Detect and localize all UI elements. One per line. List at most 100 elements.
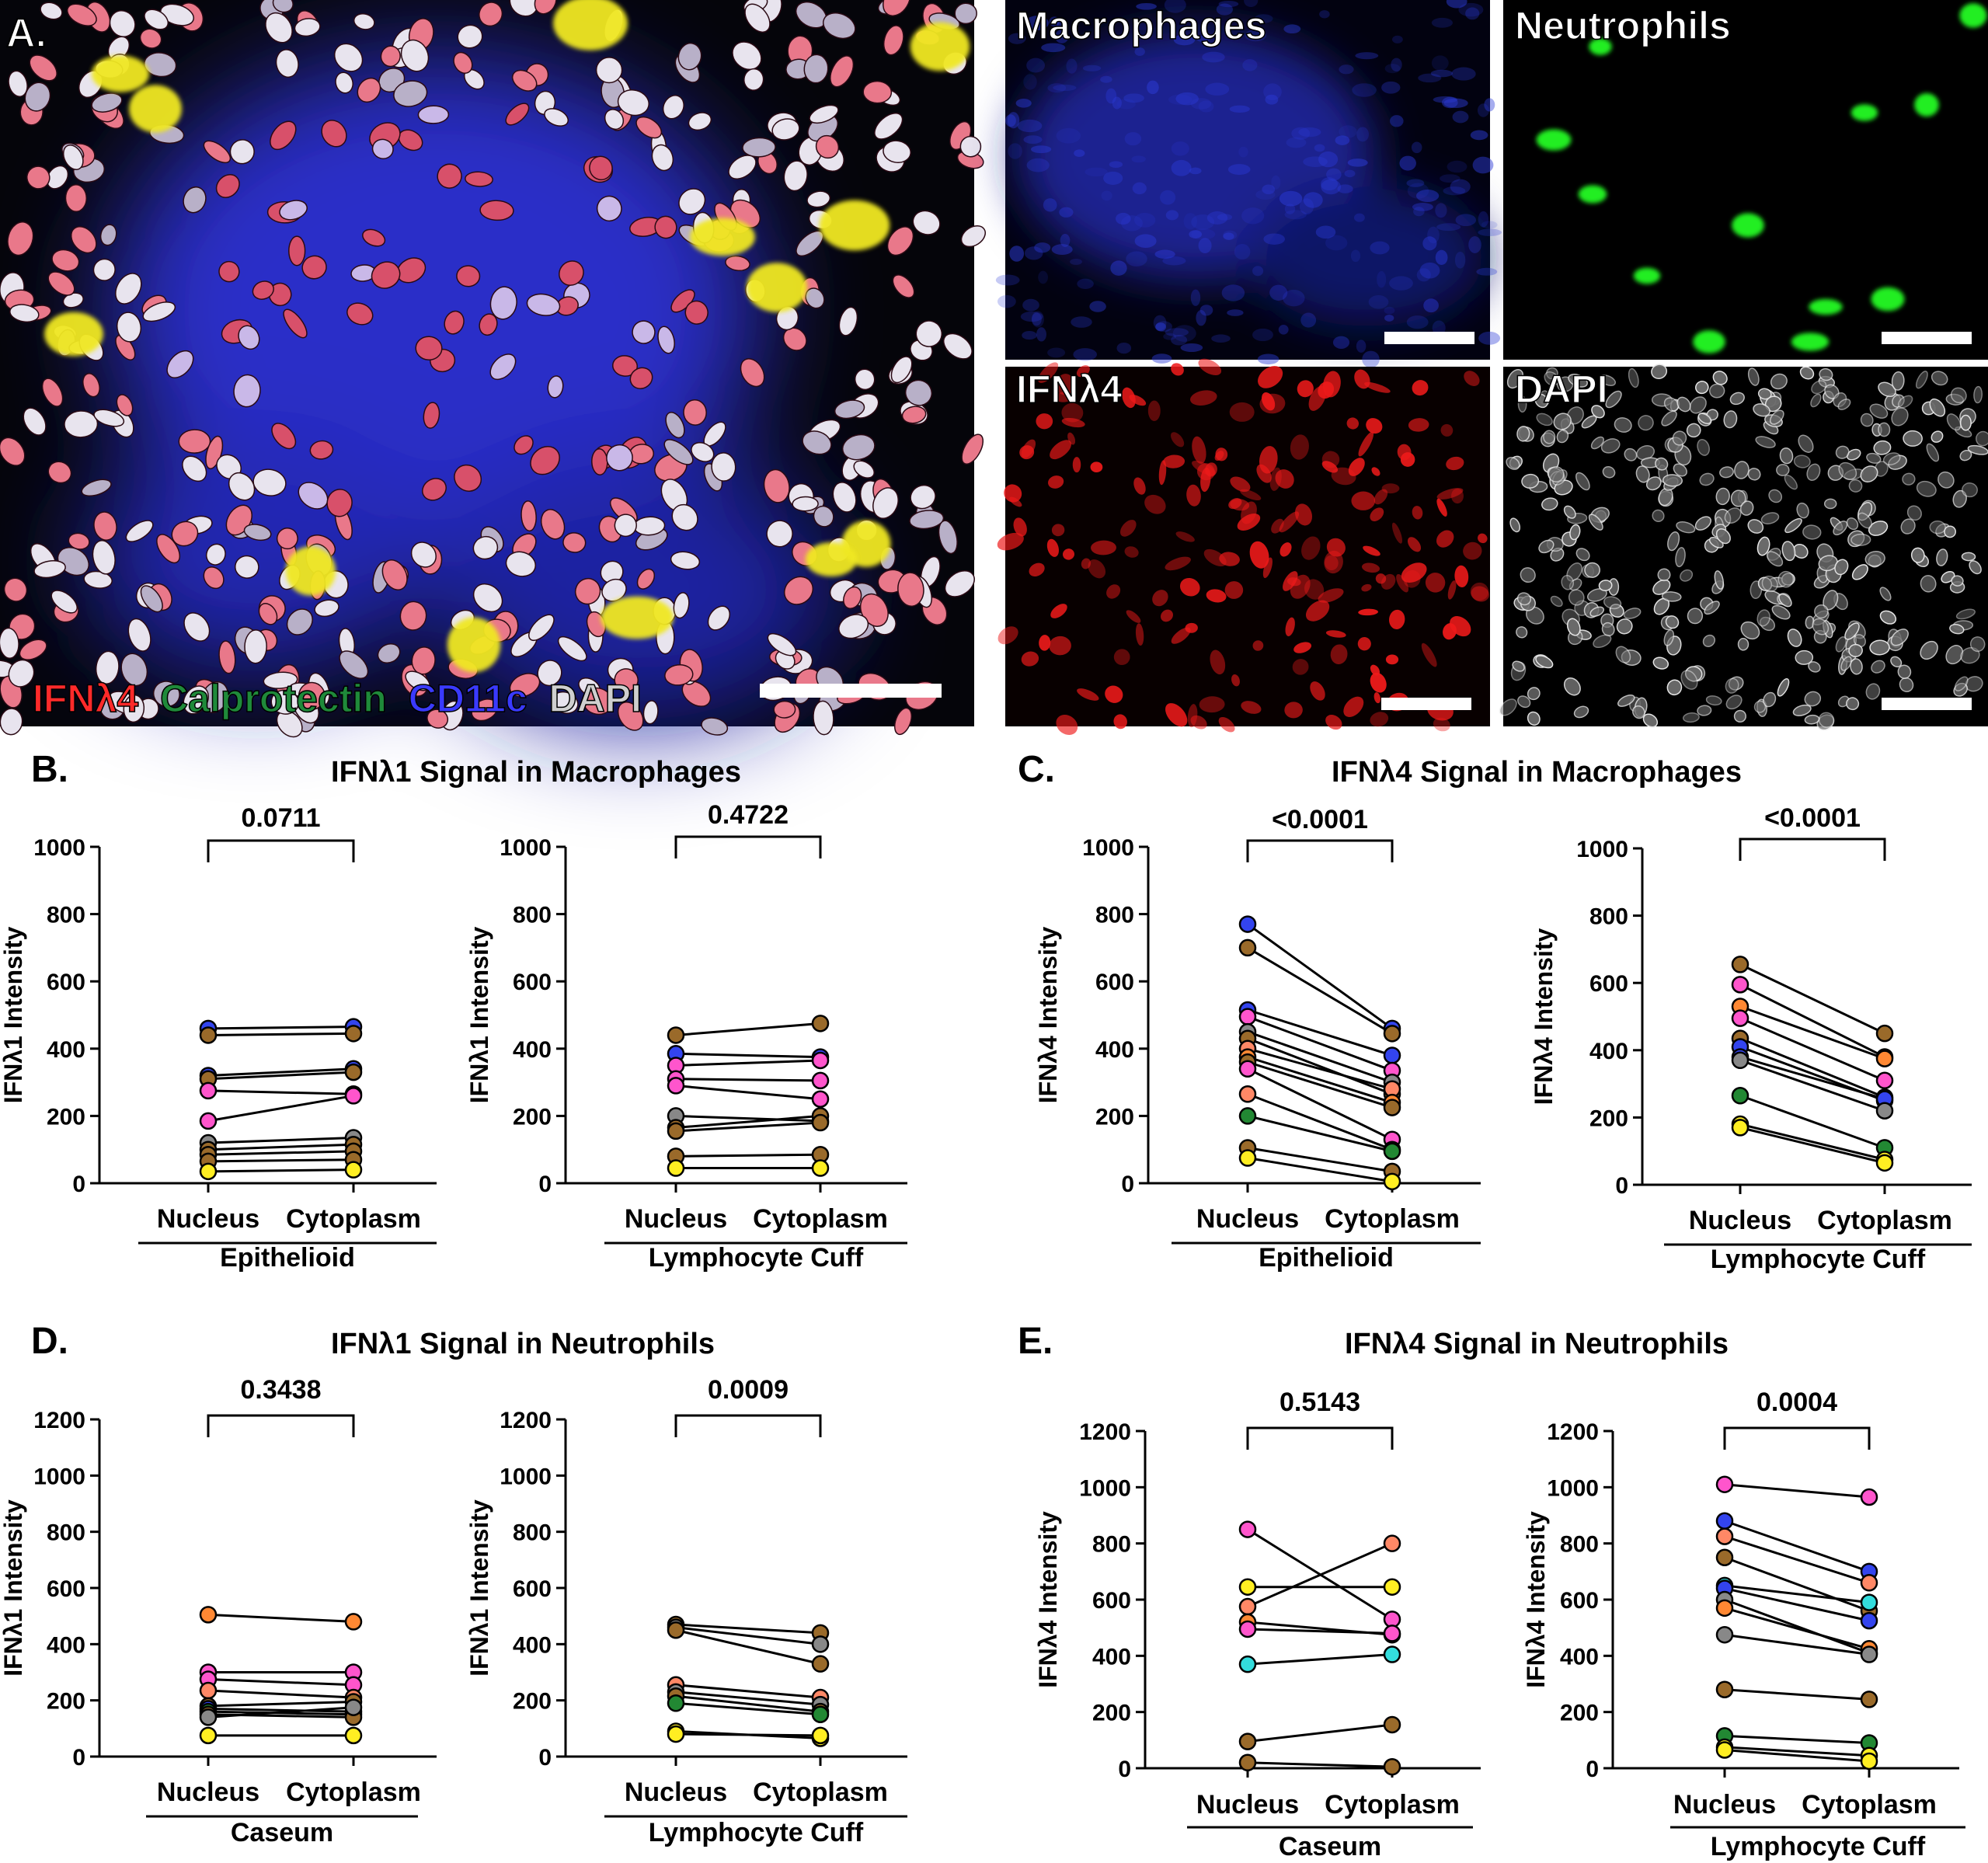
nucleus-blob <box>701 717 729 736</box>
nucleus-blob <box>270 689 300 715</box>
dapi-nucleus <box>1969 560 1982 575</box>
pair-points <box>199 1018 363 1181</box>
macrophage-signal <box>1350 249 1361 263</box>
y-axis-label: IFNλ4 Intensity <box>1034 1511 1062 1688</box>
significance-bracket <box>1246 1426 1394 1450</box>
dapi-nucleus <box>1563 505 1576 519</box>
macrophage-signal <box>1303 192 1323 208</box>
macrophage-signal <box>1436 223 1461 232</box>
dapi-nucleus <box>1536 413 1553 427</box>
dapi-nucleus <box>1777 570 1795 588</box>
nucleus-blob <box>182 455 207 482</box>
macrophage-signal <box>1384 306 1395 315</box>
ifnl4-signal <box>1171 627 1191 644</box>
nucleus-blob <box>691 441 715 462</box>
macrophage-signal <box>1263 83 1282 100</box>
pair-line <box>207 1150 354 1156</box>
ifnl4-signal <box>1262 557 1273 579</box>
point-cytoplasm <box>1383 1578 1401 1596</box>
dapi-nucleus <box>1661 591 1682 602</box>
dapi-nucleus <box>1936 548 1948 566</box>
dapi-nucleus <box>1878 422 1891 437</box>
nucleus-blob <box>534 0 557 15</box>
pair-line <box>207 1158 354 1163</box>
macrophage-signal <box>1190 289 1201 306</box>
macrophage-signal <box>1245 29 1267 42</box>
ifnl4-signal <box>1230 499 1250 511</box>
macrophage-signal <box>1416 268 1431 282</box>
channel-label-ifnl4: IFNλ4 <box>1016 367 1122 411</box>
dapi-nucleus <box>1605 390 1622 409</box>
region-label: Epithelioid <box>220 1243 355 1273</box>
ifnl4-signal <box>1205 462 1217 477</box>
ifnl4-signal <box>1407 537 1422 552</box>
p-value: <0.0001 <box>1272 805 1368 834</box>
chart-e-caseum: 0 200 400 600 800 1000 1200 IFNλ4 Intensity Nucl… <box>1034 1388 1481 1861</box>
dapi-nucleus <box>1804 691 1822 707</box>
macrophage-signal <box>1154 249 1175 259</box>
pair-line <box>1247 1030 1393 1084</box>
y-tick-label: 400 <box>1560 1644 1599 1670</box>
ifnl4-signal <box>1348 458 1365 476</box>
y-tick-label: 0 <box>538 1172 552 1197</box>
macrophage-signal <box>1263 233 1286 245</box>
point-cytoplasm <box>811 1726 830 1745</box>
y-tick-label: 400 <box>1095 1037 1134 1063</box>
channel-label-macrophages: Macrophages <box>1016 4 1266 47</box>
dapi-nucleus <box>1509 517 1521 533</box>
dapi-nucleus <box>1811 380 1827 395</box>
nucleus-blob <box>596 195 622 222</box>
macrophage-signal <box>1352 83 1377 97</box>
dapi-nucleus <box>1818 555 1838 572</box>
ifnl4-signal <box>1436 488 1464 500</box>
macrophage-signal <box>1257 353 1279 365</box>
region-label: Lymphocyte Cuff <box>1711 1245 1926 1274</box>
pair-points <box>667 1015 830 1177</box>
nucleus-blob <box>678 188 706 215</box>
macrophage-signal <box>1218 0 1239 8</box>
significance-bracket <box>1739 837 1886 861</box>
dapi-nucleus <box>1568 589 1585 606</box>
nucleus-blob <box>91 92 123 113</box>
y-tick-label: 600 <box>1092 1588 1131 1614</box>
nucleus-blob <box>832 482 857 513</box>
legend-dapi: DAPI <box>548 677 641 720</box>
ifnl4-signal <box>1050 440 1072 460</box>
y-axis-label: IFNλ4 Intensity <box>1530 928 1558 1105</box>
dapi-nucleus <box>1920 640 1938 660</box>
nucleus-blob <box>912 210 941 235</box>
macrophage-signal <box>1110 260 1127 276</box>
point-cytoplasm <box>811 1159 830 1177</box>
ifnl4-signal <box>1421 642 1437 667</box>
ifnl4-signal <box>1433 717 1450 732</box>
macrophage-signal <box>1391 57 1402 72</box>
dapi-nucleus <box>1616 618 1633 635</box>
y-tick-label: 0 <box>1118 1757 1131 1782</box>
y-tick-label: 200 <box>513 1689 552 1715</box>
ifnl4-signal <box>1203 548 1227 566</box>
macrophage-signal <box>1190 98 1212 110</box>
pair-line <box>675 1732 821 1737</box>
ifnl4-signal <box>1286 577 1301 587</box>
nucleus-blob <box>743 68 764 91</box>
dapi-nucleus <box>1920 575 1937 593</box>
nucleus-blob <box>802 430 832 455</box>
nucleus-blob <box>892 274 915 298</box>
dapi-nucleus <box>1833 521 1848 536</box>
panel-e-title: IFNλ4 Signal in Neutrophils <box>1345 1328 1729 1360</box>
macrophage-signal <box>1337 184 1353 193</box>
pair-line <box>1724 1746 1870 1757</box>
y-tick-label: 0 <box>1586 1757 1599 1782</box>
ifnl4-signal <box>1144 494 1166 514</box>
nucleus-blob <box>26 165 50 190</box>
nucleus-blob <box>664 663 694 686</box>
ifnl4-signal <box>1293 642 1312 653</box>
nucleus-blob <box>530 445 560 475</box>
ifnl4-signal <box>1371 467 1380 476</box>
macrophage-signal <box>1008 33 1026 44</box>
dapi-nucleus <box>1729 392 1745 406</box>
macrophage-signal <box>1450 179 1471 194</box>
point-nucleus <box>199 1026 218 1044</box>
nucleus-blob <box>841 434 876 461</box>
dapi-nucleus <box>1778 594 1792 608</box>
